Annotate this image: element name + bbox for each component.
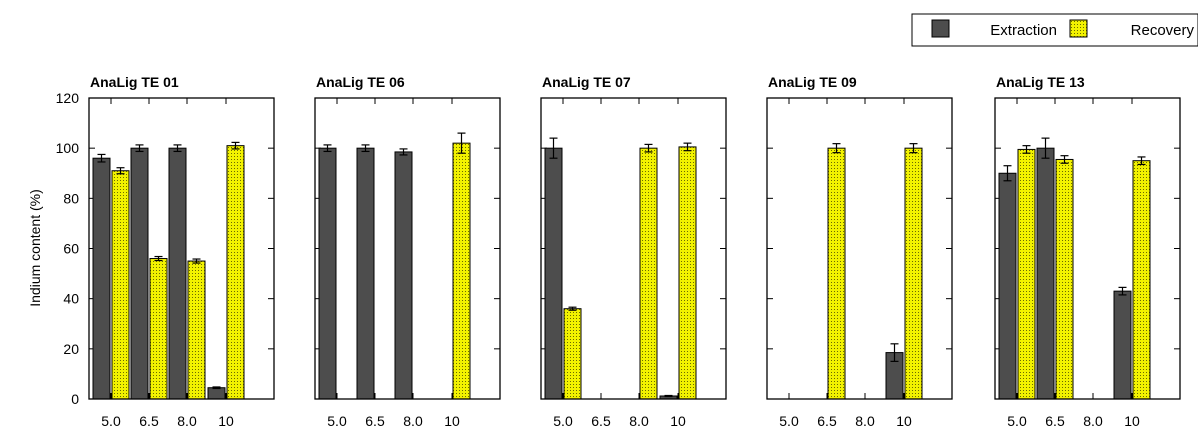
y-tick-label: 0 <box>71 391 79 407</box>
x-tick-label: 5.0 <box>101 413 121 429</box>
panel-5: AnaLig TE 13 5.0 6.5 8.0 10 <box>994 74 1181 429</box>
bar-extraction <box>394 151 413 400</box>
legend-label-recovery: Recovery <box>1131 22 1195 39</box>
x-tick-label: 6.5 <box>591 413 611 429</box>
y-tick-label: 80 <box>63 190 79 206</box>
panel-4: AnaLig TE 09 5.0 6.5 8.0 10 <box>766 74 953 429</box>
panel-title: AnaLig TE 09 <box>768 74 857 90</box>
panel-title: AnaLig TE 01 <box>90 74 179 90</box>
legend-swatch-recovery <box>1069 19 1088 38</box>
bar-recovery <box>149 258 168 400</box>
x-tick-label: 6.5 <box>817 413 837 429</box>
panel-frame <box>994 97 1181 400</box>
x-tick-label: 10 <box>218 413 234 429</box>
y-tick-label: 120 <box>56 90 80 106</box>
legend: Extraction Recovery <box>911 13 1198 47</box>
x-tick-label: 6.5 <box>139 413 159 429</box>
bar-recovery <box>678 146 697 400</box>
x-tick-label: 6.5 <box>1045 413 1065 429</box>
bar-extraction <box>168 147 187 400</box>
panel-title: AnaLig TE 06 <box>316 74 405 90</box>
bar-recovery <box>639 147 658 400</box>
bar-extraction <box>544 147 563 400</box>
legend-label-extraction: Extraction <box>990 22 1057 39</box>
bar-extraction <box>318 147 337 400</box>
x-tick-label: 5.0 <box>1007 413 1027 429</box>
x-tick-label: 5.0 <box>553 413 573 429</box>
panel-frame <box>314 97 501 400</box>
panel-frame <box>88 97 275 400</box>
panel-title: AnaLig TE 07 <box>542 74 631 90</box>
x-tick-label: 5.0 <box>327 413 347 429</box>
y-tick-label: 100 <box>56 140 80 156</box>
panel-2: AnaLig TE 06 5.0 6.5 8.0 10 <box>314 74 501 429</box>
y-tick-label: 40 <box>63 291 79 307</box>
bar-recovery <box>563 308 582 400</box>
bar-recovery <box>187 260 206 400</box>
y-axis-title: Indium content (%) <box>27 189 43 307</box>
bar-recovery <box>827 147 846 400</box>
bar-extraction <box>1036 147 1055 400</box>
bar-extraction <box>356 147 375 400</box>
bar-extraction <box>207 387 226 400</box>
bar-extraction <box>1113 290 1132 400</box>
x-tick-label: 8.0 <box>177 413 197 429</box>
bar-recovery <box>1017 148 1036 400</box>
bar-recovery <box>452 142 471 400</box>
x-tick-label: 10 <box>670 413 686 429</box>
x-tick-label: 10 <box>896 413 912 429</box>
y-tick-label: 20 <box>63 341 79 357</box>
bar-recovery <box>904 147 923 400</box>
panel-3: AnaLig TE 07 5.0 6.5 8.0 10 <box>540 74 727 429</box>
x-tick-label: 8.0 <box>629 413 649 429</box>
bar-recovery <box>1055 158 1074 400</box>
legend-frame <box>911 13 1198 47</box>
bar-recovery <box>1132 160 1151 400</box>
panel-1: AnaLig TE 01 0 20 40 60 80 100 120 5.0 6.5 8.0 10 <box>56 74 275 429</box>
x-tick-label: 8.0 <box>1083 413 1103 429</box>
y-tick-label: 60 <box>63 241 79 257</box>
bar-extraction <box>130 147 149 400</box>
x-tick-label: 5.0 <box>779 413 799 429</box>
bar-recovery <box>111 170 130 400</box>
x-tick-label: 6.5 <box>365 413 385 429</box>
x-tick-label: 8.0 <box>855 413 875 429</box>
panel-frame <box>766 97 953 400</box>
x-tick-label: 8.0 <box>403 413 423 429</box>
panel-frame <box>540 97 727 400</box>
legend-swatch-extraction <box>931 19 950 38</box>
bar-extraction <box>998 172 1017 400</box>
x-tick-label: 10 <box>1124 413 1140 429</box>
x-tick-label: 10 <box>444 413 460 429</box>
panel-title: AnaLig TE 13 <box>996 74 1085 90</box>
bar-recovery <box>226 145 245 400</box>
bar-extraction <box>92 157 111 400</box>
